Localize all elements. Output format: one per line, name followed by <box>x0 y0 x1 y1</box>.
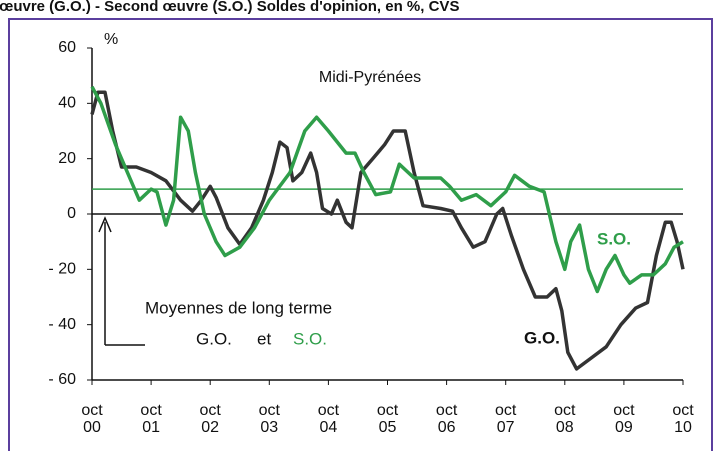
chart-title: Midi-Pyrénées <box>319 69 421 86</box>
chart-subtitle: Gros œuvre (G.O.) - Second œuvre (S.O.) … <box>0 0 459 15</box>
series-label: G.O. <box>524 328 560 347</box>
x-tick-label: oct 01 <box>140 402 162 436</box>
annotation: S.O. <box>293 329 327 348</box>
x-tick-label: oct 04 <box>317 402 340 436</box>
x-tick-label: oct 09 <box>613 402 635 436</box>
frame <box>8 18 713 451</box>
series-line <box>90 85 684 294</box>
x-tick-label: oct 05 <box>376 402 399 436</box>
annotation: G.O. <box>196 329 232 348</box>
y-tick-label: 60 <box>58 39 76 56</box>
y-tick-label: 40 <box>58 95 76 112</box>
x-tick-label: oct 07 <box>495 402 517 436</box>
x-tick-label: oct 00 <box>81 402 103 436</box>
x-tick-label: oct 10 <box>672 402 694 436</box>
y-tick-label: - 60 <box>48 371 76 388</box>
y-tick-label: 0 <box>67 205 76 222</box>
y-tick-label: - 20 <box>48 261 76 278</box>
x-tick-label: oct 02 <box>199 402 221 436</box>
arrow-head <box>98 216 112 233</box>
y-tick-label: - 40 <box>48 316 76 333</box>
x-tick-label: oct 08 <box>554 402 576 436</box>
x-tick-label: oct 06 <box>435 402 458 436</box>
annotation: et <box>257 329 271 348</box>
annotation: Moyennes de long terme <box>145 298 332 317</box>
series-label: S.O. <box>597 229 631 248</box>
y-tick-label: 20 <box>58 150 76 167</box>
x-tick-label: oct 03 <box>258 402 280 436</box>
y-unit: % <box>104 31 118 48</box>
